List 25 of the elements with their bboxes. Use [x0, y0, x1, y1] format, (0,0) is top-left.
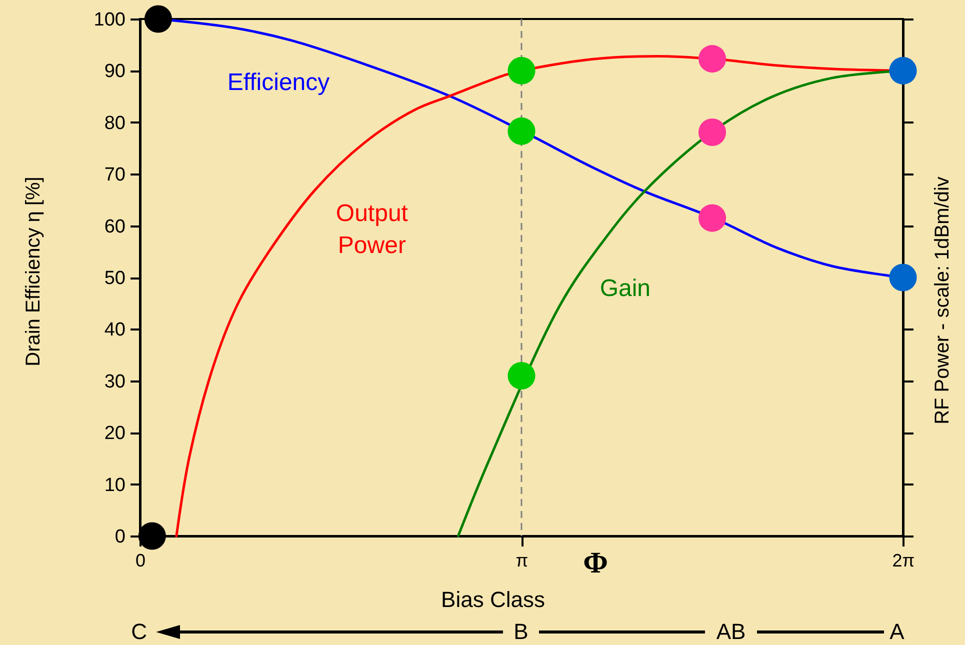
text: Bias Class — [441, 587, 545, 612]
series-label: Gain — [600, 274, 651, 302]
series-label: Efficiency — [227, 68, 330, 96]
text: A — [890, 619, 905, 644]
text: B — [514, 619, 528, 644]
y-tick-label: 60 — [104, 216, 126, 238]
y-tick-label: 50 — [104, 268, 126, 289]
y2-axis-title: RF Power - scale: 1dBm/div — [932, 176, 954, 424]
x-tick-label: 2π — [892, 550, 915, 570]
x-axis-title: Φ — [583, 546, 608, 580]
y-tick-label: 90 — [104, 61, 126, 82]
y-tick-label: 10 — [104, 474, 126, 496]
x-tick-label: 0 — [135, 550, 146, 570]
text: C — [131, 619, 148, 644]
y-tick-label: 70 — [104, 164, 126, 186]
y-tick-label: 40 — [104, 320, 126, 341]
y-tick-label: 0 — [114, 526, 126, 548]
x-tick-label: π — [516, 550, 528, 570]
y-tick-label: 30 — [104, 371, 126, 392]
text: AB — [716, 619, 746, 644]
y-tick-label: 80 — [104, 112, 126, 134]
series-label: Output Power — [336, 200, 408, 260]
y-tick-label: 20 — [104, 423, 126, 444]
y-tick-label: 100 — [94, 10, 126, 30]
y-axis-title: Drain Efficiency η [%] — [22, 176, 44, 366]
